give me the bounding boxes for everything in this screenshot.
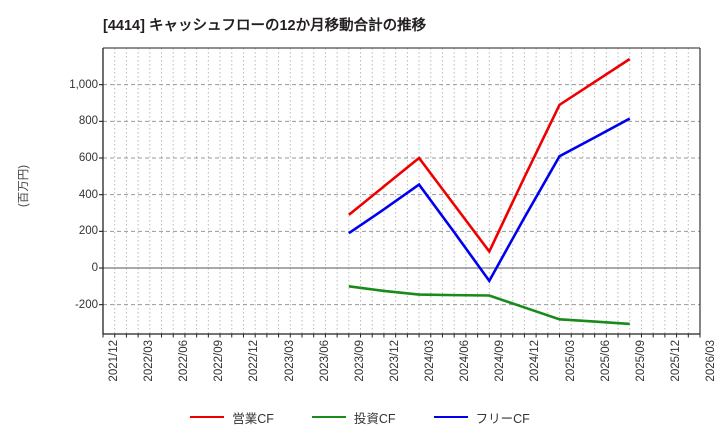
x-tick-label: 2024/03 (424, 340, 437, 382)
y-tick-label: 0 (91, 262, 98, 274)
chart-legend: 営業CF 投資CF フリーCF (0, 404, 720, 430)
y-tick-label: 1,000 (69, 78, 98, 91)
y-tick-label: 600 (78, 152, 98, 164)
series-line-2 (348, 117, 631, 284)
chart-title: [4414] キャッシュフローの12か月移動合計の推移 (103, 18, 427, 34)
x-tick-label: 2026/03 (705, 340, 717, 382)
x-tick-label: 2021/12 (108, 340, 120, 382)
x-tick-label: 2025/03 (564, 340, 577, 382)
legend-line-icon (433, 416, 468, 418)
x-tick-label: 2024/09 (494, 340, 507, 382)
x-tick-label: 2024/12 (529, 340, 542, 382)
legend-item-1[interactable]: 投資CF (311, 408, 396, 427)
legend-label: フリーCF (475, 411, 530, 426)
x-tick-label: 2025/09 (634, 340, 647, 382)
x-tick-label: 2022/03 (143, 340, 156, 382)
legend-line-icon (190, 416, 225, 418)
y-tick-label: -200 (74, 298, 98, 311)
legend-label: 営業CF (232, 411, 274, 426)
series-line-1 (348, 285, 630, 326)
legend-item-2[interactable]: フリーCF (433, 408, 530, 427)
y-tick-label: 800 (78, 115, 98, 128)
x-tick-label: 2023/12 (388, 340, 401, 382)
x-tick-label: 2023/09 (353, 340, 366, 382)
legend-item-0[interactable]: 営業CF (190, 408, 274, 427)
x-tick-label: 2023/03 (283, 340, 296, 382)
x-tick-label: 2025/12 (669, 340, 682, 382)
x-tick-label: 2022/06 (178, 340, 191, 382)
series-line-0 (348, 57, 631, 255)
y-tick-label: 200 (78, 225, 98, 238)
gridlines (103, 48, 701, 334)
y-tick-label: 400 (78, 188, 98, 201)
legend-line-icon (311, 416, 346, 418)
x-tick-label: 2024/06 (459, 340, 472, 382)
legend-label: 投資CF (353, 411, 396, 426)
x-tick-label: 2025/06 (599, 340, 612, 382)
y-axis-tick-labels: 1,000 800 600 400 200 0 -200 (50, 0, 98, 440)
x-tick-label: 2022/12 (248, 340, 261, 382)
x-tick-label: 2023/06 (318, 340, 331, 382)
x-tick-label: 2022/09 (213, 340, 226, 382)
